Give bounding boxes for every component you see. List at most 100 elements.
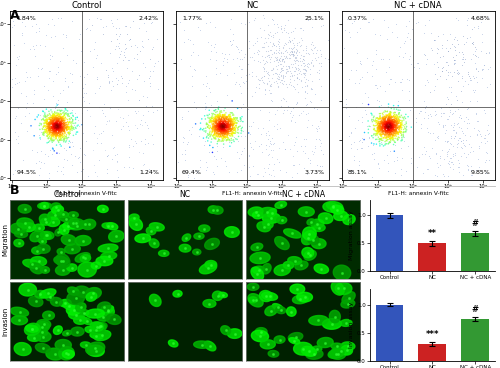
Point — [374, 127, 382, 132]
Point — [458, 56, 466, 62]
Point — [324, 37, 332, 43]
Point — [432, 151, 440, 157]
Point — [272, 70, 280, 76]
Point — [237, 21, 245, 26]
Point — [54, 118, 62, 124]
Point — [430, 37, 438, 43]
Point — [46, 125, 54, 131]
Point — [456, 49, 464, 55]
Point — [179, 139, 187, 145]
Point — [374, 129, 382, 135]
Point — [273, 71, 281, 77]
Point — [68, 107, 76, 113]
Point — [59, 171, 67, 177]
Point — [477, 20, 485, 25]
Point — [398, 132, 406, 138]
Point — [374, 160, 382, 166]
Point — [222, 114, 230, 120]
Point — [386, 127, 394, 132]
Point — [402, 124, 410, 130]
Polygon shape — [318, 337, 333, 347]
Point — [291, 86, 299, 92]
Point — [288, 74, 296, 79]
Point — [225, 116, 233, 122]
Point — [350, 157, 358, 163]
Point — [317, 53, 325, 59]
Point — [218, 128, 226, 134]
Point — [374, 127, 382, 132]
Point — [392, 124, 400, 130]
Point — [54, 107, 62, 113]
Point — [53, 123, 61, 128]
Polygon shape — [14, 343, 31, 355]
Point — [275, 77, 283, 82]
Point — [213, 123, 221, 129]
Point — [217, 128, 225, 134]
Point — [52, 128, 60, 134]
Point — [49, 120, 57, 126]
Point — [52, 122, 60, 128]
Point — [390, 127, 398, 133]
Point — [266, 59, 274, 65]
Point — [290, 68, 298, 74]
Point — [378, 128, 386, 134]
Point — [319, 151, 327, 157]
Point — [56, 125, 64, 131]
Point — [219, 115, 227, 121]
Point — [50, 22, 58, 28]
Point — [221, 130, 229, 136]
Point — [62, 110, 70, 116]
Point — [216, 127, 224, 132]
Point — [65, 125, 73, 131]
Point — [386, 133, 394, 139]
Point — [214, 123, 222, 128]
Point — [219, 120, 227, 126]
Point — [266, 138, 274, 144]
Point — [436, 153, 444, 159]
Point — [43, 117, 51, 123]
Point — [47, 124, 55, 130]
Point — [60, 116, 68, 122]
Point — [472, 99, 480, 105]
Point — [210, 134, 218, 140]
Point — [212, 24, 220, 30]
Point — [224, 127, 232, 132]
Point — [202, 121, 210, 127]
Point — [376, 137, 384, 142]
Point — [398, 126, 406, 132]
Point — [382, 127, 390, 133]
Point — [297, 78, 305, 84]
Point — [371, 118, 379, 124]
Point — [50, 133, 58, 139]
Point — [46, 126, 54, 132]
Point — [386, 120, 394, 126]
Point — [120, 42, 128, 47]
Point — [97, 130, 105, 136]
Point — [54, 128, 62, 134]
Point — [382, 116, 390, 121]
Point — [384, 134, 392, 140]
Point — [298, 62, 306, 68]
Point — [212, 65, 220, 71]
Point — [324, 57, 332, 63]
Point — [52, 115, 60, 121]
Point — [410, 129, 418, 135]
Point — [35, 172, 43, 178]
Point — [52, 124, 60, 130]
Point — [383, 120, 391, 126]
Point — [389, 117, 397, 123]
Point — [104, 118, 112, 124]
Point — [390, 133, 398, 139]
Point — [114, 45, 122, 51]
Point — [213, 123, 221, 129]
Point — [376, 118, 384, 124]
Point — [60, 128, 68, 134]
Point — [60, 120, 68, 126]
Point — [384, 120, 392, 126]
Point — [308, 78, 316, 84]
Point — [287, 46, 295, 52]
Point — [224, 124, 232, 130]
Point — [46, 116, 54, 122]
Point — [384, 112, 392, 118]
Point — [51, 125, 59, 131]
